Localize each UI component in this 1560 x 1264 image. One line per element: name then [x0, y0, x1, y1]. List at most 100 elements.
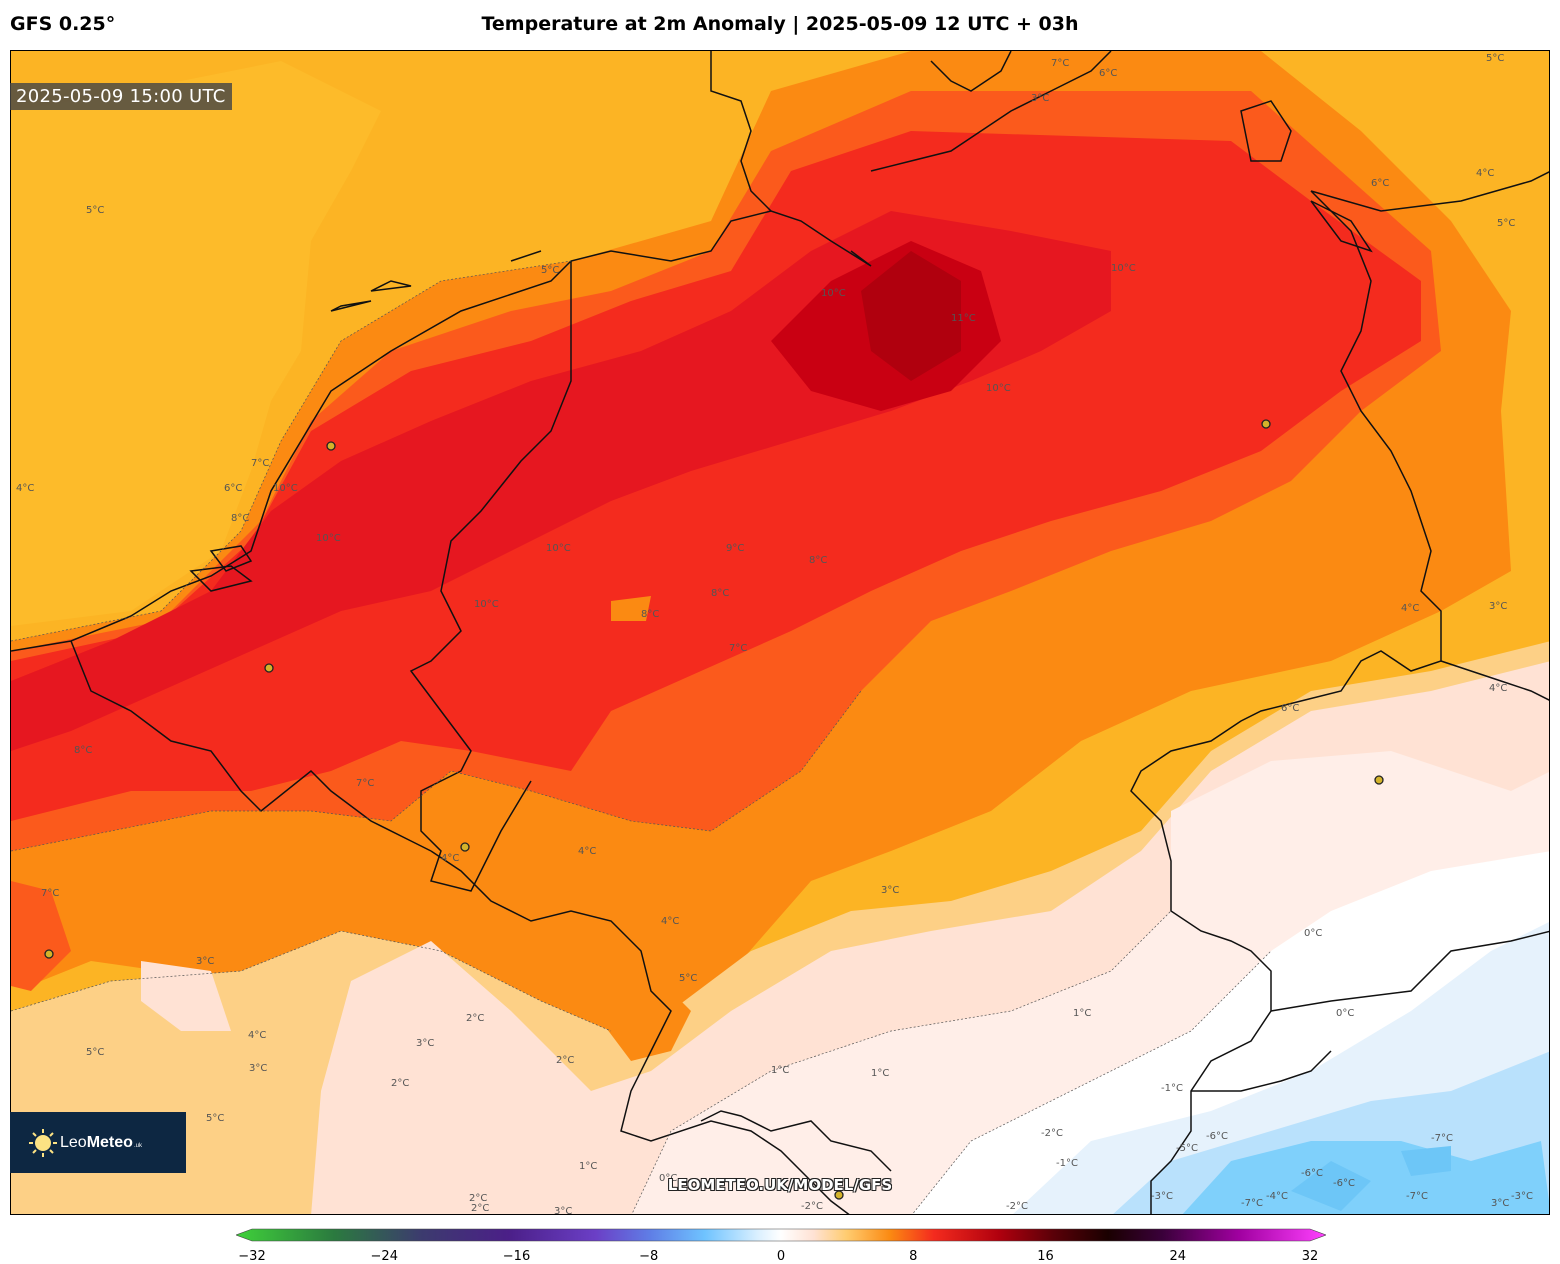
contour-label: 6°C [1281, 703, 1299, 714]
site-watermark: LEOMETEO.UK/MODEL/GFS [667, 1176, 893, 1194]
contour-label: 10°C [474, 599, 499, 610]
colorbar-tick-label: −16 [502, 1249, 531, 1264]
contour-label: 8°C [711, 588, 729, 599]
city-marker [834, 1190, 844, 1200]
contour-label: 8°C [231, 513, 249, 524]
colorbar-tick-label: −24 [370, 1249, 398, 1264]
contour-label: 6°C [1099, 68, 1117, 79]
contour-label: 2°C [466, 1013, 484, 1024]
contour-label: 1°C [579, 1161, 597, 1172]
contour-label: -7°C [1241, 1198, 1263, 1209]
contour-label: 0°C [659, 1173, 677, 1184]
valid-time-label: 2025-05-09 15:00 UTC [10, 83, 232, 110]
contour-label: 3°C [554, 1206, 572, 1215]
contour-label: 7°C [356, 778, 374, 789]
contour-label: 3°C [881, 885, 899, 896]
anomaly-spot-3 [611, 596, 651, 621]
contour-label: 2°C [471, 1203, 489, 1214]
model-label: GFS 0.25° [10, 13, 116, 35]
contour-label: 6°C [1371, 178, 1389, 189]
contour-label: 5°C [1486, 53, 1504, 64]
contour-label: 0°C [1304, 928, 1322, 939]
logo-suffix: .uk [133, 1142, 142, 1149]
contour-label: 4°C [16, 483, 34, 494]
contour-label: -3°C [1511, 1191, 1533, 1202]
contour-label: 8°C [74, 745, 92, 756]
contour-label: 7°C [41, 888, 59, 899]
contour-label: 10°C [546, 543, 571, 554]
contour-label: 4°C [1476, 168, 1494, 179]
leometeo-logo[interactable]: LeoMeteo .uk [10, 1112, 186, 1173]
contour-label: 5°C [541, 265, 559, 276]
contour-label: 8°C [641, 609, 659, 620]
contour-label: 8°C [809, 555, 827, 566]
contour-label: -7°C [1431, 1133, 1453, 1144]
contour-label: 5°C [679, 973, 697, 984]
contour-label: -6°C [1206, 1131, 1228, 1142]
city-marker [460, 842, 470, 852]
contour-label: -1°C [1161, 1083, 1183, 1094]
contour-label-group: 5°C 5°C 4°C 6°C 7°C 8°C 10°C 10°C 10°C 1… [16, 53, 1533, 1215]
contour-label: 4°C [1489, 683, 1507, 694]
anomaly-fill-12c [861, 251, 961, 381]
contour-label: 10°C [316, 533, 341, 544]
contour-label: 2°C [391, 1078, 409, 1089]
anomaly-map: 5°C 5°C 4°C 6°C 7°C 8°C 10°C 10°C 10°C 1… [11, 51, 1549, 1215]
colorbar-tick-label: −8 [639, 1249, 659, 1264]
contour-label: 5°C [1497, 218, 1515, 229]
anomaly-fill-minus6c [1182, 1141, 1549, 1214]
contour-label: 10°C [821, 288, 846, 299]
contour-label: -1°C [1056, 1158, 1078, 1169]
contour-label: 1°C [871, 1068, 889, 1079]
city-marker [1261, 419, 1271, 429]
sun-icon [29, 1128, 57, 1157]
contour-label: 3°C [1031, 93, 1049, 104]
contour-label: 7°C [729, 643, 747, 654]
contour-label: 7°C [251, 458, 269, 469]
contour-label: 10°C [986, 383, 1011, 394]
contour-label: 11°C [951, 313, 976, 324]
anomaly-spot-2 [11, 881, 71, 991]
contour-label: -2°C [1006, 1201, 1028, 1212]
contour-label: -4°C [1266, 1191, 1288, 1202]
contour-label: 1°C [771, 1065, 789, 1076]
contour-label: 1°C [1073, 1008, 1091, 1019]
colorbar-tick-label: 32 [1301, 1249, 1319, 1264]
contour-label: 5°C [86, 205, 104, 216]
contour-label: -3°C [1151, 1191, 1173, 1202]
contour-label: 10°C [1111, 263, 1136, 274]
contour-label: 5°C [206, 1113, 224, 1124]
contour-label: 4°C [1401, 603, 1419, 614]
contour-label: -2°C [1041, 1128, 1063, 1139]
contour-label: 3°C [416, 1038, 434, 1049]
contour-label: -6°C [1301, 1168, 1323, 1179]
anomaly-fill-2c-west [141, 961, 231, 1031]
anomaly-contours [11, 260, 1272, 1214]
contour-label: 3°C [1489, 601, 1507, 612]
colorbar-tick-label: −32 [238, 1249, 266, 1264]
contour-label: 3°C [249, 1063, 267, 1074]
city-markers [44, 419, 1384, 1200]
colorbar-body [236, 1228, 1326, 1242]
contour-label: -6°C [1333, 1178, 1355, 1189]
colorbar-tick-label: 8 [909, 1249, 918, 1264]
contour-label: -5°C [1176, 1143, 1198, 1154]
anomaly-spot-1 [601, 971, 691, 1061]
contour-label: 4°C [441, 853, 459, 864]
contour-label: 6°C [224, 483, 242, 494]
borders [11, 51, 1549, 1214]
city-marker [264, 663, 274, 673]
map-title: Temperature at 2m Anomaly | 2025-05-09 1… [481, 13, 1079, 35]
city-marker [1374, 775, 1384, 785]
contour-label: -2°C [801, 1201, 823, 1212]
map-area[interactable]: 5°C 5°C 4°C 6°C 7°C 8°C 10°C 10°C 10°C 1… [10, 50, 1550, 1215]
contour-label: 3°C [1491, 1198, 1509, 1209]
logo-wordmark: LeoMeteo [60, 1133, 133, 1151]
contour-label: 4°C [248, 1030, 266, 1041]
colorbar-tick-label: 24 [1169, 1249, 1187, 1264]
city-marker [326, 441, 336, 451]
anomaly-fill-5c-west [11, 61, 381, 626]
contour-label: 0°C [1336, 1008, 1354, 1019]
contour-label: 2°C [556, 1055, 574, 1066]
contour-label: 7°C [1051, 58, 1069, 69]
